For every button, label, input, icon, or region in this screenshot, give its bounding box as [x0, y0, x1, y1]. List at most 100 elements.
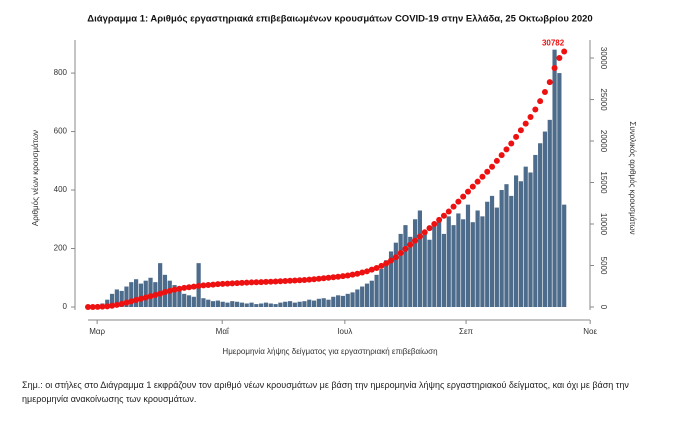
- bar: [470, 222, 475, 307]
- cumulative-point: [368, 266, 375, 273]
- bar: [475, 210, 480, 307]
- y2-tick-label: 0: [599, 305, 608, 310]
- cumulative-point: [258, 279, 265, 286]
- cumulative-point: [517, 127, 524, 134]
- bar: [143, 280, 148, 307]
- chart: Διάγραμμα 1: Αριθμός εργαστηριακά επιβεβ…: [31, 14, 637, 357]
- cumulative-point: [85, 304, 91, 310]
- cumulative-point: [503, 146, 510, 153]
- cumulative-point: [113, 301, 120, 308]
- cumulative-point: [161, 289, 168, 296]
- cumulative-point: [229, 280, 236, 287]
- bar: [215, 300, 220, 307]
- y-tick-label: 0: [63, 302, 68, 311]
- cumulative-point: [248, 279, 255, 286]
- bar: [494, 207, 499, 307]
- cumulative-point: [277, 278, 284, 285]
- bar: [485, 201, 490, 307]
- cumulative-point: [147, 293, 154, 300]
- bar: [263, 302, 269, 307]
- cumulative-point: [224, 280, 231, 287]
- cumulative-point: [464, 188, 471, 195]
- cumulative-point: [296, 277, 303, 284]
- cumulative-point: [238, 279, 245, 286]
- x-tick-label: Μαΐ: [216, 327, 230, 336]
- annotation: 30782: [542, 39, 565, 48]
- cumulative-point: [541, 89, 548, 96]
- cumulative-point: [474, 178, 481, 185]
- bar: [326, 299, 331, 307]
- bar: [504, 184, 509, 307]
- cumulative-point: [537, 98, 544, 105]
- cumulative-point: [416, 233, 423, 240]
- cumulative-point: [157, 290, 164, 297]
- cumulative-point: [219, 280, 226, 287]
- cumulative-point: [267, 278, 274, 285]
- x-tick-label: Μαρ: [89, 327, 105, 336]
- cumulative-point: [118, 300, 125, 307]
- cumulative-point: [508, 140, 515, 147]
- cumulative-point: [291, 277, 298, 284]
- chart-title: Διάγραμμα 1: Αριθμός εργαστηριακά επιβεβ…: [87, 14, 592, 25]
- cumulative-point: [532, 106, 539, 113]
- cumulative-point: [152, 291, 159, 298]
- bar: [408, 236, 413, 307]
- bar: [437, 219, 442, 307]
- cumulative-point: [373, 264, 380, 271]
- cumulative-point: [214, 281, 221, 288]
- cumulative-point: [109, 302, 116, 309]
- bar: [302, 301, 307, 307]
- cumulative-point: [306, 276, 313, 283]
- cumulative-point: [210, 281, 217, 288]
- bar: [369, 280, 374, 307]
- cumulative-point: [137, 295, 144, 302]
- bar: [182, 293, 187, 307]
- cumulative-point: [325, 274, 332, 281]
- cumulative-point: [133, 296, 140, 303]
- cumulative-point: [176, 285, 183, 292]
- cumulative-point: [99, 303, 106, 310]
- bar: [254, 304, 259, 307]
- cumulative-point: [262, 278, 269, 285]
- bar: [417, 210, 422, 307]
- cumulative-point: [436, 216, 443, 223]
- bar: [557, 73, 562, 307]
- cumulative-point: [498, 152, 505, 159]
- cumulative-point: [522, 120, 529, 127]
- bar: [278, 302, 283, 307]
- cumulative-point: [551, 64, 558, 71]
- cumulative-point: [234, 280, 241, 287]
- bar: [336, 295, 341, 307]
- bar: [345, 293, 350, 307]
- cumulative-point: [445, 208, 452, 215]
- bar: [206, 299, 211, 307]
- cumulative-point: [287, 277, 294, 284]
- cumulative-point: [320, 275, 327, 282]
- bar: [509, 195, 514, 307]
- cumulative-point: [388, 257, 395, 264]
- bar: [239, 302, 245, 307]
- bar: [124, 286, 129, 307]
- cumulative-point: [301, 276, 308, 283]
- bar: [177, 289, 182, 307]
- cumulative-point: [469, 183, 476, 190]
- y2-tick-label: 20000: [599, 130, 608, 153]
- bar: [412, 219, 418, 307]
- cumulative-point: [94, 303, 101, 310]
- cumulative-point: [450, 203, 457, 210]
- bar: [350, 292, 355, 307]
- bar: [523, 166, 528, 307]
- bar: [283, 301, 288, 307]
- bar: [273, 304, 278, 307]
- y-tick-label: 600: [54, 127, 68, 136]
- cumulative-point: [392, 254, 399, 261]
- cumulative-point: [89, 303, 96, 310]
- bar: [379, 268, 384, 307]
- bar: [355, 289, 360, 307]
- cumulative-point: [431, 221, 438, 228]
- footnote: Σημ.: οι στήλες στο Διάγραμμα 1 εκφράζου…: [22, 380, 629, 404]
- cumulative-point: [335, 273, 342, 280]
- cumulative-point: [142, 294, 149, 301]
- bar: [311, 300, 317, 307]
- bar: [528, 172, 533, 307]
